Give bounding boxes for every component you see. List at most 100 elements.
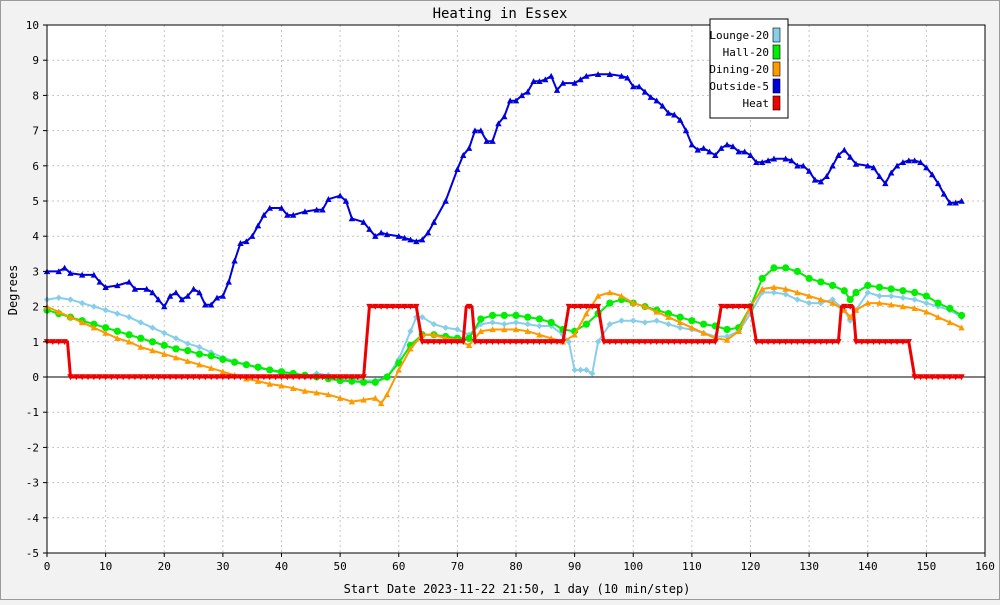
data-point: [770, 284, 778, 290]
data-point: [929, 374, 936, 381]
data-point: [114, 374, 121, 381]
data-point: [876, 173, 883, 180]
data-point: [489, 319, 496, 326]
data-point: [753, 159, 760, 165]
data-point: [213, 294, 221, 301]
data-point: [325, 374, 332, 381]
legend-item: Hall-20: [723, 44, 781, 60]
data-point: [254, 378, 262, 384]
data-point: [841, 303, 848, 310]
data-point: [952, 374, 959, 381]
data-point: [606, 71, 613, 77]
data-point: [225, 278, 232, 285]
data-point: [301, 387, 309, 394]
data-point: [917, 374, 924, 381]
data-point: [319, 374, 326, 381]
data-point: [647, 93, 655, 100]
data-point: [266, 380, 273, 387]
data-point: [630, 83, 637, 90]
data-point: [172, 354, 180, 361]
data-point: [96, 374, 103, 381]
data-point: [143, 374, 150, 381]
data-point: [846, 295, 854, 304]
data-point: [506, 339, 514, 345]
data-point: [946, 319, 954, 326]
data-point: [805, 292, 813, 299]
data-point: [518, 339, 526, 345]
data-point: [547, 339, 555, 345]
y-tick-label: 3: [32, 265, 39, 278]
data-point: [196, 361, 203, 368]
data-point: [841, 306, 848, 313]
data-point: [512, 339, 520, 345]
data-point: [196, 374, 203, 381]
data-point: [401, 303, 408, 310]
data-point: [483, 339, 490, 345]
data-point: [665, 109, 672, 116]
chart-title: Heating in Essex: [433, 6, 568, 22]
data-point: [248, 374, 256, 381]
data-point: [583, 366, 590, 374]
data-point: [911, 296, 918, 303]
x-tick-label: 150: [916, 560, 936, 573]
data-point: [741, 148, 748, 155]
data-point: [594, 303, 602, 310]
data-point: [184, 292, 191, 299]
data-point: [852, 288, 860, 297]
y-tick-label: 4: [32, 230, 39, 243]
data-point: [348, 374, 356, 381]
data-point: [495, 120, 502, 127]
data-point: [876, 339, 883, 345]
data-point: [166, 374, 174, 381]
data-point: [454, 326, 461, 333]
data-point: [489, 137, 496, 144]
data-point: [407, 328, 414, 335]
data-point: [184, 340, 191, 347]
data-point: [460, 339, 467, 345]
data-point: [366, 303, 373, 310]
x-tick-label: 100: [623, 560, 643, 573]
data-point: [864, 281, 872, 290]
data-point: [501, 321, 508, 328]
legend-swatch: [772, 44, 781, 60]
data-point: [800, 162, 807, 169]
data-point: [958, 197, 965, 204]
data-point: [202, 374, 209, 381]
data-point: [770, 289, 778, 296]
data-point: [512, 311, 520, 319]
data-point: [342, 374, 350, 381]
data-point: [348, 398, 356, 405]
data-point: [114, 335, 121, 341]
data-point: [582, 320, 590, 328]
data-point: [846, 153, 854, 160]
data-point: [653, 97, 660, 104]
data-point: [565, 338, 572, 345]
data-point: [243, 374, 250, 381]
data-point: [401, 234, 408, 241]
data-point: [542, 339, 549, 345]
data-point: [618, 339, 625, 345]
data-point: [137, 343, 144, 350]
data-point: [571, 331, 578, 338]
legend-label: Outside-5: [709, 80, 769, 93]
data-point: [430, 331, 438, 338]
data-point: [266, 366, 274, 374]
data-point: [594, 292, 602, 299]
data-point: [536, 331, 543, 338]
data-point: [688, 324, 696, 331]
data-point: [231, 257, 238, 264]
data-point: [78, 374, 86, 381]
data-point: [161, 329, 168, 337]
data-point: [325, 196, 332, 202]
data-point: [237, 240, 244, 246]
data-point: [313, 206, 320, 213]
y-tick-label: -1: [26, 406, 39, 419]
data-point: [67, 269, 74, 276]
data-point: [793, 267, 802, 275]
data-point: [735, 148, 742, 155]
data-point: [589, 370, 596, 377]
data-point: [219, 292, 227, 299]
data-point: [148, 338, 157, 346]
data-point: [524, 313, 532, 321]
